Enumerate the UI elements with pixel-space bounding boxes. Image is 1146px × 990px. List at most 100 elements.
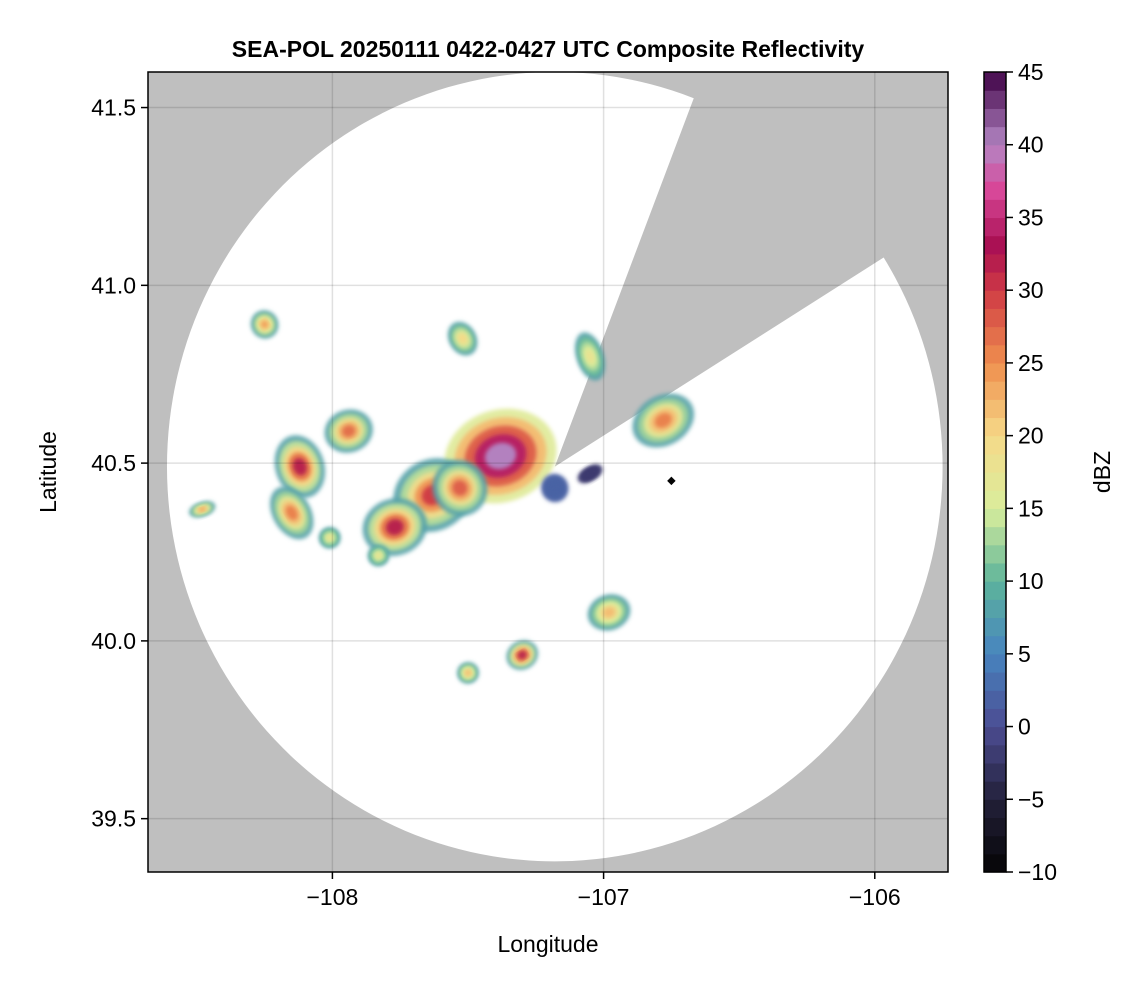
echo-cell-level xyxy=(260,320,269,329)
echo-cell-level xyxy=(484,442,517,470)
echo-cells xyxy=(189,310,695,684)
colorbar-segment xyxy=(984,726,1006,746)
y-tick-label: 40.5 xyxy=(91,450,136,476)
colorbar-segment xyxy=(984,326,1006,346)
y-tick-label: 41.5 xyxy=(91,95,136,121)
echo-cell-level xyxy=(464,669,472,676)
colorbar-segment xyxy=(984,672,1006,691)
x-axis-label: Longitude xyxy=(497,931,598,957)
colorbar-segment xyxy=(984,72,1006,91)
echo-cell xyxy=(575,332,606,381)
colorbar-segment xyxy=(984,853,1006,873)
colorbar-segment xyxy=(984,181,1006,200)
echo-cell xyxy=(432,459,488,517)
colorbar-segment xyxy=(984,344,1006,364)
echo-cell xyxy=(457,662,479,684)
echo-cell xyxy=(274,435,326,499)
colorbar-tick-label: 35 xyxy=(1018,204,1044,230)
colorbar-segment xyxy=(984,599,1006,619)
echo-cell xyxy=(362,498,427,556)
echo-cell xyxy=(577,464,603,483)
colorbar-segment xyxy=(984,435,1006,455)
echo-cell-level xyxy=(550,484,559,492)
colorbar-segment xyxy=(984,217,1006,237)
echo-points xyxy=(667,476,676,486)
colorbar-segment xyxy=(984,381,1006,400)
radar-coverage-area xyxy=(167,72,943,862)
colorbar-segment xyxy=(984,253,1006,273)
colorbar-segment xyxy=(984,799,1006,819)
plot-frame xyxy=(147,71,949,873)
chart-title: SEA-POL 20250111 0422-0427 UTC Composite… xyxy=(232,36,865,62)
colorbar-segment xyxy=(984,490,1006,509)
echo-cell-level xyxy=(585,349,595,364)
colorbar-segment xyxy=(984,835,1006,855)
colorbar-segment xyxy=(984,126,1006,146)
colorbar-frame xyxy=(983,71,1007,873)
colorbar-segment xyxy=(984,617,1006,637)
colorbar-tick-label: 40 xyxy=(1018,132,1044,158)
x-tick-label: −107 xyxy=(578,884,630,910)
colorbar-segment xyxy=(984,762,1006,782)
colorbar-label: dBZ xyxy=(1089,451,1115,493)
echo-cell-level xyxy=(603,607,615,618)
echo-cell xyxy=(447,321,478,356)
colorbar-segment xyxy=(984,508,1006,528)
echo-cell-level xyxy=(385,519,404,536)
echo-cell xyxy=(324,409,373,453)
colorbar-segment xyxy=(984,272,1006,291)
colorbar-tick-label: −5 xyxy=(1018,786,1044,812)
echo-cell-level xyxy=(285,505,298,521)
colorbar-segment xyxy=(984,526,1006,546)
x-tick-label: −108 xyxy=(307,884,359,910)
colorbar-segment xyxy=(984,581,1006,600)
echo-cell xyxy=(250,310,279,339)
colorbar-segment xyxy=(984,308,1006,328)
colorbar-segment xyxy=(984,144,1006,164)
colorbar-segment xyxy=(984,744,1006,764)
echo-cell-level xyxy=(198,507,206,512)
echo-cell-level xyxy=(375,552,382,559)
colorbar-tick-label: 10 xyxy=(1018,568,1044,594)
echo-cell xyxy=(632,393,695,448)
echo-cell xyxy=(367,544,390,567)
colorbar-segment xyxy=(984,562,1006,582)
echo-cell xyxy=(506,640,539,670)
colorbar-tick-label: 5 xyxy=(1018,641,1031,667)
colorbar-tick-label: 25 xyxy=(1018,350,1044,376)
colorbar-tick-label: 20 xyxy=(1018,423,1044,449)
y-axis: 39.5 40.0 40.5 41.0 41.5 xyxy=(91,95,148,832)
y-tick-label: 40.0 xyxy=(91,628,136,654)
colorbar-tick-label: 45 xyxy=(1018,59,1044,85)
x-tick-label: −106 xyxy=(849,884,901,910)
colorbar-segment xyxy=(984,653,1006,673)
colorbar-segment xyxy=(984,199,1006,219)
echo-cell-level xyxy=(326,534,333,541)
colorbar: −10 −5 0 5 10 15 20 25 30 35 40 45 xyxy=(983,59,1057,885)
colorbar-tick-label: 15 xyxy=(1018,495,1044,521)
colorbar-segment xyxy=(984,817,1006,837)
colorbar-segment xyxy=(984,90,1006,109)
colorbar-tick-label: −10 xyxy=(1018,859,1057,885)
x-axis: −108 −107 −106 xyxy=(307,872,901,910)
colorbar-segment xyxy=(984,781,1006,800)
colorbar-segment xyxy=(984,690,1006,709)
colorbar-segment xyxy=(984,108,1006,128)
colorbar-segment xyxy=(984,162,1006,182)
colorbar-tick-label: 30 xyxy=(1018,277,1044,303)
colorbar-segment xyxy=(984,290,1006,309)
colorbar-segment xyxy=(984,708,1006,728)
echo-cell-level xyxy=(292,457,307,476)
echo-cell-level xyxy=(654,412,672,429)
colorbar-segment xyxy=(984,417,1006,437)
colorbar-tick-label: 0 xyxy=(1018,714,1031,740)
echo-cell-level xyxy=(452,480,468,496)
echo-cell-level xyxy=(586,471,594,477)
colorbar-segment xyxy=(984,399,1006,419)
echo-cell xyxy=(541,473,569,503)
echo-cell xyxy=(269,486,314,540)
echo-cell-level xyxy=(458,333,467,344)
echo-cell-level xyxy=(341,425,356,438)
echo-cell xyxy=(189,501,216,518)
echo-cell xyxy=(587,594,631,631)
